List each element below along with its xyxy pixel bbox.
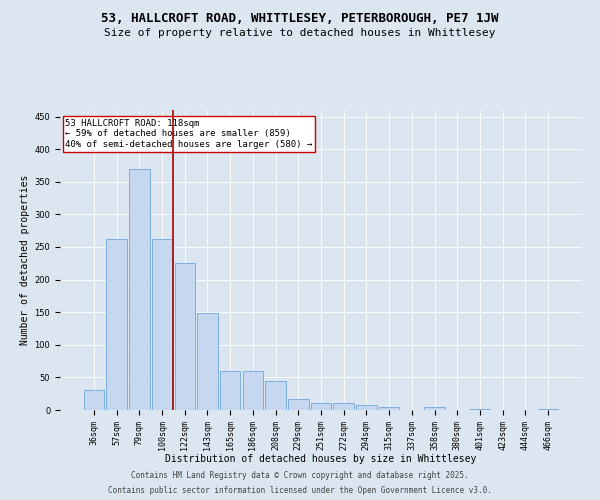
Bar — [84, 390, 104, 410]
Bar — [106, 239, 127, 410]
Text: 53 HALLCROFT ROAD: 118sqm
← 59% of detached houses are smaller (859)
40% of semi: 53 HALLCROFT ROAD: 118sqm ← 59% of detac… — [65, 119, 313, 149]
Bar — [356, 405, 377, 410]
Bar — [220, 371, 241, 410]
Text: Contains public sector information licensed under the Open Government Licence v3: Contains public sector information licen… — [108, 486, 492, 495]
Bar — [311, 404, 331, 410]
Bar — [424, 406, 445, 410]
Text: Contains HM Land Registry data © Crown copyright and database right 2025.: Contains HM Land Registry data © Crown c… — [131, 471, 469, 480]
Bar — [265, 380, 286, 410]
Bar — [152, 239, 172, 410]
Text: Size of property relative to detached houses in Whittlesey: Size of property relative to detached ho… — [104, 28, 496, 38]
Bar — [197, 314, 218, 410]
Bar — [175, 264, 195, 410]
Bar — [379, 406, 400, 410]
Bar — [470, 408, 490, 410]
Bar — [538, 408, 558, 410]
Bar — [129, 168, 149, 410]
X-axis label: Distribution of detached houses by size in Whittlesey: Distribution of detached houses by size … — [166, 454, 476, 464]
Text: 53, HALLCROFT ROAD, WHITTLESEY, PETERBOROUGH, PE7 1JW: 53, HALLCROFT ROAD, WHITTLESEY, PETERBOR… — [101, 12, 499, 26]
Y-axis label: Number of detached properties: Number of detached properties — [20, 175, 30, 345]
Bar — [334, 404, 354, 410]
Bar — [242, 371, 263, 410]
Bar — [288, 399, 308, 410]
